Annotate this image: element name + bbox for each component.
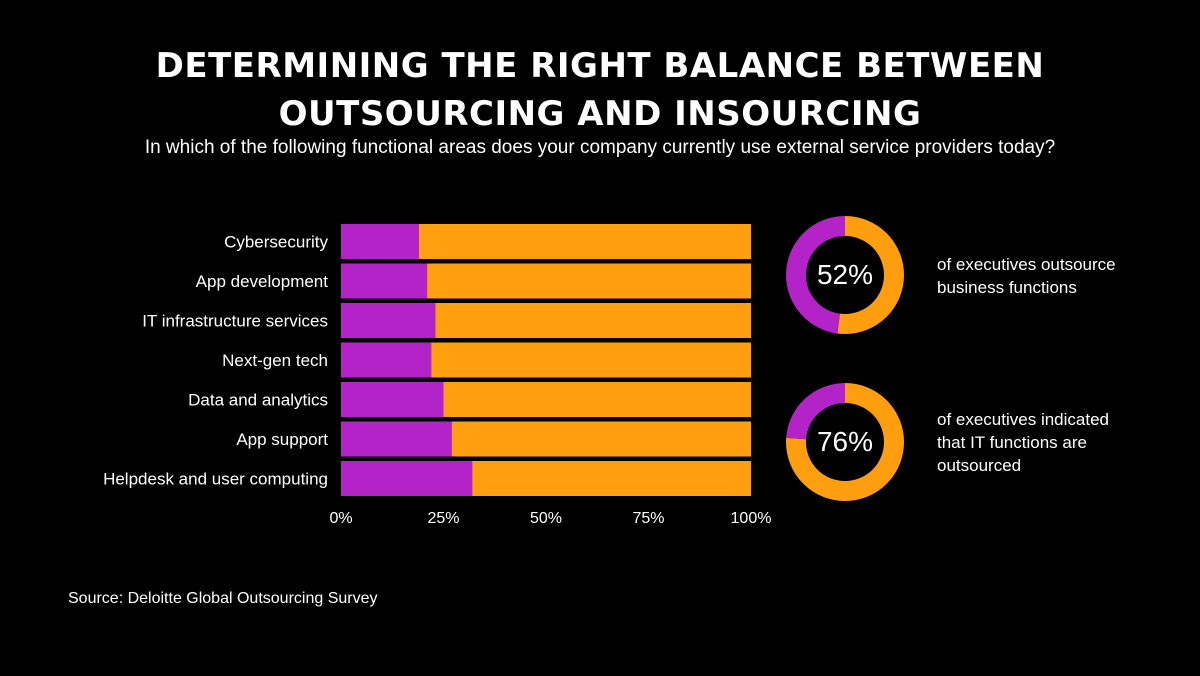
x-tick-label: 100% [731,510,772,527]
bar-segment-orange [431,342,751,378]
chart-title: DETERMINING THE RIGHT BALANCE BETWEEN OU… [0,42,1200,138]
caption-line: of executives indicated [937,410,1109,429]
bar-segment-purple [341,421,452,457]
donut-outsource-business: 52% [785,215,905,335]
stacked-bar-chart: Cybersecurity App development IT infrastru… [103,224,772,527]
title-line-2: OUTSOURCING AND INSOURCING [278,94,922,134]
donut-chart-76 [786,383,904,501]
category-label: Data and analytics [188,391,328,410]
x-tick-label: 75% [632,510,664,527]
bar-segment-purple [341,342,432,378]
caption-line: of executives outsource [937,255,1116,274]
category-label: IT infrastructure services [142,312,328,331]
donut-slice-purple [786,216,904,334]
bar-segment-orange [435,303,751,338]
category-label: Next-gen tech [222,351,328,370]
bar-segment-orange [443,382,751,417]
bar-segment-purple [341,263,428,299]
category-label: Helpdesk and user computing [103,470,328,489]
donut-caption-it-outsourced: of executives indicated that IT function… [937,408,1109,477]
bar-segment-purple [341,461,473,496]
bar-segment-purple [341,303,436,338]
x-tick-label: 25% [427,510,459,527]
donut-chart-52 [786,216,904,334]
donut-it-outsourced: 76% [785,382,905,502]
donut-slice-purple [786,383,904,501]
bar-segment-orange [472,461,751,496]
donut-center-label: 52% [816,259,874,290]
title-line-1: DETERMINING THE RIGHT BALANCE BETWEEN [155,46,1045,86]
x-tick-label: 0% [329,510,352,527]
category-label: Cybersecurity [224,233,328,252]
bar-segment-purple [341,382,444,417]
x-tick-label: 50% [530,510,562,527]
bar-segment-purple [341,224,419,259]
donut-caption-outsource-business: of executives outsource business functio… [937,253,1116,299]
donut-center-label: 76% [816,426,874,457]
bar-segment-orange [451,421,751,457]
category-label: App development [196,272,329,291]
category-label: App support [236,430,328,449]
chart-subtitle: In which of the following functional are… [144,137,1056,158]
caption-line: outsourced [937,456,1022,475]
bar-segment-orange [427,263,751,299]
bar-segment-orange [418,224,751,259]
caption-line: business functions [937,278,1077,297]
caption-line: that IT functions are [937,433,1087,452]
source-note: Source: Deloitte Global Outsourcing Surv… [68,590,378,607]
